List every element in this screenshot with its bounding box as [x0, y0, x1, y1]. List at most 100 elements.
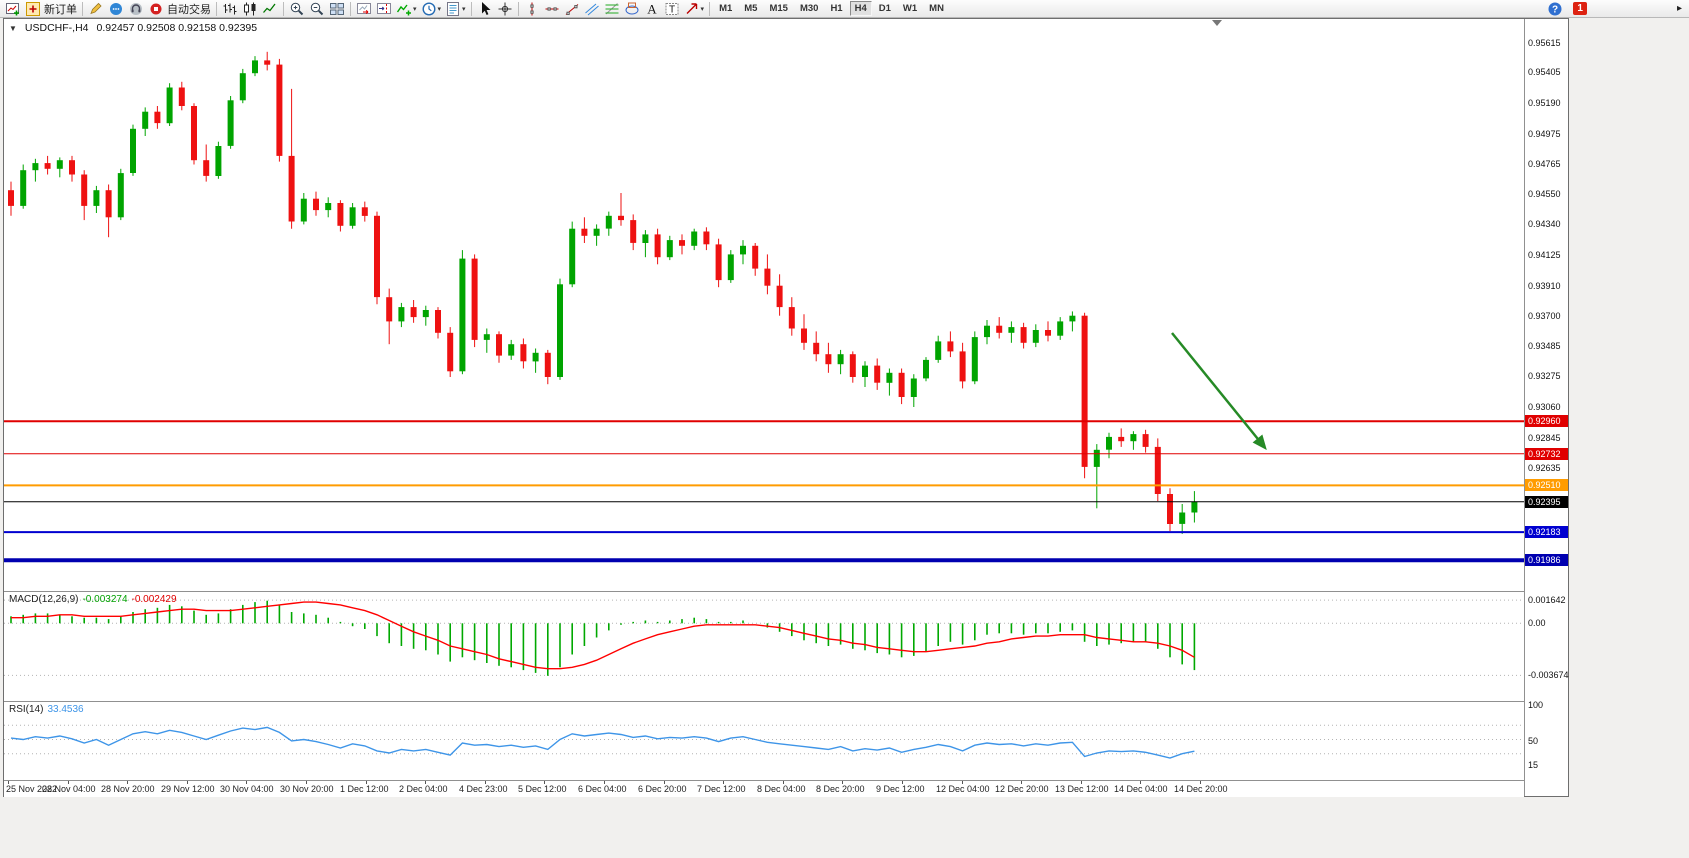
- chart-shift-icon[interactable]: [374, 0, 394, 17]
- toolbar-separator: [470, 1, 472, 16]
- arrow-tools-icon: [686, 2, 697, 14]
- chart-symbol-period: USDCHF-,H4: [24, 22, 89, 34]
- indicators-icon[interactable]: ▾: [394, 0, 419, 17]
- trendline-icon[interactable]: [562, 0, 582, 17]
- price-tag: 0.92960: [1525, 415, 1568, 427]
- toolbar-separator: [216, 1, 217, 16]
- time-tick: [1021, 781, 1022, 784]
- time-axis-label: 12 Dec 20:00: [995, 784, 1049, 794]
- bar-chart-icon: [223, 3, 237, 14]
- macd-label: MACD(12,26,9) -0.003274 -0.002429: [9, 594, 177, 605]
- one-click-trading-toggle[interactable]: ▼: [9, 23, 17, 33]
- time-axis-label: 8 Dec 04:00: [757, 784, 806, 794]
- time-axis-label: 4 Dec 23:00: [459, 784, 508, 794]
- chart-plot-container[interactable]: [4, 19, 1524, 780]
- time-axis-label: 25 Nov 2022: [6, 784, 58, 794]
- vertical-line-icon: [529, 2, 534, 15]
- chart-window: ▼ USDCHF-,H4 0.92457 0.92508 0.92158 0.9…: [3, 18, 1569, 797]
- fibonacci-icon[interactable]: [602, 0, 622, 17]
- timeframe-m5[interactable]: M5: [744, 3, 758, 14]
- time-tick: [723, 781, 724, 784]
- time-axis-label: 28 Nov 04:00: [42, 784, 96, 794]
- support-icon[interactable]: [126, 0, 146, 17]
- candle-chart-icon[interactable]: [240, 0, 260, 17]
- notification-badge[interactable]: 1: [1573, 2, 1587, 15]
- trend-arrow[interactable]: [1171, 332, 1267, 450]
- label-icon[interactable]: T: [662, 0, 682, 17]
- arrow-tools-icon-caret[interactable]: ▾: [700, 5, 705, 13]
- auto-scroll-icon[interactable]: [354, 0, 374, 17]
- help-icon: ?: [1548, 2, 1562, 15]
- rsi-axis-label: 50: [1528, 736, 1539, 746]
- help-button[interactable]: ?: [1545, 0, 1565, 17]
- tile-windows-icon[interactable]: [327, 0, 347, 17]
- templates-icon-caret[interactable]: ▾: [462, 5, 466, 13]
- timeframe-m1[interactable]: M1: [719, 3, 733, 14]
- community-icon[interactable]: [106, 0, 126, 17]
- time-axis-label: 14 Dec 20:00: [1174, 784, 1228, 794]
- toolbar-overflow-icon[interactable]: ▸: [1676, 3, 1682, 14]
- text-icon: A: [647, 1, 657, 16]
- autotrading-icon: [150, 3, 162, 14]
- arrow-tools-icon[interactable]: ▾: [682, 0, 707, 17]
- autotrading-button[interactable]: 自动交易: [146, 0, 213, 17]
- time-tick: [1200, 781, 1201, 784]
- macd-axis-label: 0.00: [1528, 618, 1546, 628]
- time-tick: [127, 781, 128, 784]
- label-icon: T: [665, 2, 679, 15]
- price-axis[interactable]: 0.95615 0.95405 0.95190 0.94975 0.94765 0.945…: [1524, 19, 1569, 796]
- macd-signal-value: -0.002429: [131, 594, 177, 605]
- price-tag: 0.92510: [1525, 479, 1568, 491]
- chart-shift-icon: [377, 2, 391, 14]
- toolbar-separator: [82, 1, 83, 16]
- timeframe-w1[interactable]: W1: [902, 3, 918, 14]
- timeframe-m15[interactable]: M15: [769, 3, 788, 14]
- channel-icon[interactable]: [582, 0, 602, 17]
- chart-ohlc-values: 0.92457 0.92508 0.92158 0.92395: [96, 22, 258, 34]
- chart-canvas[interactable]: [4, 19, 1524, 780]
- zoom-out-icon[interactable]: [307, 0, 327, 17]
- chart-ohlc-label: ▼ USDCHF-,H4 0.92457 0.92508 0.92158 0.9…: [9, 22, 257, 34]
- time-tick: [842, 781, 843, 784]
- macd-title: MACD(12,26,9): [9, 594, 79, 605]
- timeframe-d1[interactable]: D1: [878, 3, 891, 14]
- time-axis-label: 2 Dec 04:00: [399, 784, 448, 794]
- time-tick: [1140, 781, 1141, 784]
- price-tag: 0.92183: [1525, 526, 1568, 538]
- support-icon: [130, 2, 142, 15]
- toolbar-separator: [709, 1, 711, 16]
- timeframe-h1[interactable]: H1: [830, 3, 843, 14]
- time-axis-label: 29 Nov 12:00: [161, 784, 215, 794]
- main-toolbar: 新订单 自动交易 ▾ ▾ ▾ A T ▾ M1 M5 M15 M30 H1 H4 D1 W1 MN? 1 ▸: [0, 0, 1689, 18]
- price-axis-label: 0.93700: [1528, 311, 1561, 321]
- horizontal-line-icon[interactable]: [542, 0, 562, 17]
- zoom-out-icon: [310, 2, 324, 15]
- periods-icon-caret[interactable]: ▾: [437, 5, 442, 13]
- price-axis-label: 0.92635: [1528, 463, 1561, 473]
- zoom-in-icon[interactable]: [287, 0, 307, 17]
- timeframe-m30[interactable]: M30: [799, 3, 819, 14]
- indicators-icon-caret[interactable]: ▾: [413, 5, 417, 13]
- crosshair-icon: [498, 2, 512, 15]
- new-chart-icon[interactable]: [3, 0, 23, 17]
- templates-icon[interactable]: ▾: [443, 0, 468, 17]
- time-axis[interactable]: 25 Nov 2022 28 Nov 04:00 28 Nov 20:00 29 No…: [4, 780, 1524, 797]
- time-axis-label: 14 Dec 04:00: [1114, 784, 1168, 794]
- timeframe-mn[interactable]: MN: [929, 3, 944, 14]
- vertical-line-icon[interactable]: [522, 0, 542, 17]
- time-tick: [902, 781, 903, 784]
- timeframe-h4[interactable]: H4: [849, 1, 872, 16]
- cursor-icon[interactable]: [475, 0, 495, 17]
- shapes-icon[interactable]: [622, 0, 642, 17]
- bar-chart-icon[interactable]: [220, 0, 240, 17]
- text-icon[interactable]: A: [642, 0, 662, 17]
- metaeditor-icon[interactable]: [86, 0, 106, 17]
- price-axis-label: 0.94765: [1528, 159, 1561, 169]
- time-axis-label: 13 Dec 12:00: [1055, 784, 1109, 794]
- line-chart-icon[interactable]: [260, 0, 280, 17]
- crosshair-icon[interactable]: [495, 0, 515, 17]
- chart-shift-marker[interactable]: [1212, 20, 1222, 26]
- time-tick: [366, 781, 367, 784]
- new-order-button[interactable]: 新订单: [23, 0, 79, 17]
- periods-icon[interactable]: ▾: [419, 0, 444, 17]
